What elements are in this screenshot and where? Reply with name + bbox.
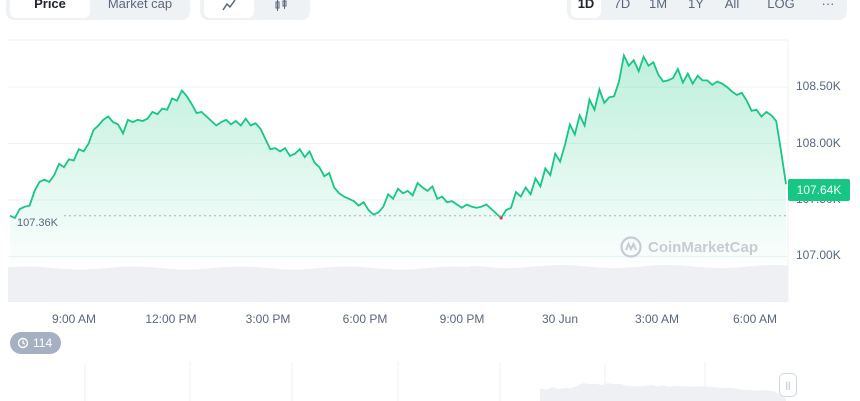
range-7d[interactable]: 7D [613,0,631,11]
log-toggle[interactable]: LOG [767,0,795,11]
line-chart-icon [222,0,236,10]
y-tick-label: 107.00K [796,248,841,263]
x-tick-label: 6:00 PM [342,312,388,326]
chart-type-toggle [200,0,310,20]
x-tick-label: 3:00 AM [634,312,680,326]
x-tick-label: 9:00 PM [439,312,485,326]
navigator-handle[interactable]: || [779,373,797,397]
candlestick-icon [275,0,287,11]
watermark: CoinMarketCap [620,236,758,258]
current-price-badge: 107.64K [788,179,850,201]
x-tick-label: 9:00 AM [51,312,97,326]
metric-tabs: Price Market cap [6,0,190,20]
price-area [10,55,786,262]
tab-market-cap[interactable]: Market cap [107,0,173,11]
x-tick-label: 3:00 PM [245,312,291,326]
navigator-area [540,383,786,401]
watermark-text: CoinMarketCap [648,238,759,256]
history-button[interactable]: 114 [10,332,62,354]
candlestick-button[interactable] [256,0,306,20]
reference-price-label: 107.36K [17,217,58,229]
low-point-marker [499,216,503,220]
x-tick-label: 12:00 PM [145,312,197,326]
y-tick-label: 108.00K [796,135,841,150]
range-1m[interactable]: 1M [648,0,668,11]
y-tick-label: 108.50K [796,79,841,94]
range-selector: 1D 7D 1M 1Y All LOG ··· [567,0,847,20]
more-options-button[interactable]: ··· [821,0,835,11]
price-line [9,52,787,220]
volume-band [8,265,788,302]
x-tick-label: 6:00 AM [732,312,778,326]
x-tick-label: 30 Jun [541,312,579,326]
tab-price[interactable]: Price [10,0,90,18]
line-chart-button[interactable] [204,0,254,18]
range-1d[interactable]: 1D [571,0,601,18]
history-count: 114 [33,336,53,350]
history-icon [17,337,29,349]
coinmarketcap-logo-icon [620,236,642,258]
range-1y[interactable]: 1Y [688,0,704,11]
range-all[interactable]: All [724,0,740,11]
